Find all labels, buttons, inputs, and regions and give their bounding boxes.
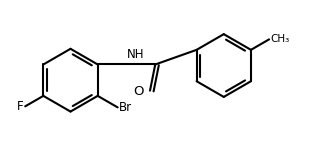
Text: Br: Br xyxy=(119,101,132,114)
Text: CH₃: CH₃ xyxy=(270,34,290,44)
Text: O: O xyxy=(133,85,144,98)
Text: NH: NH xyxy=(127,48,145,61)
Text: F: F xyxy=(17,100,24,113)
